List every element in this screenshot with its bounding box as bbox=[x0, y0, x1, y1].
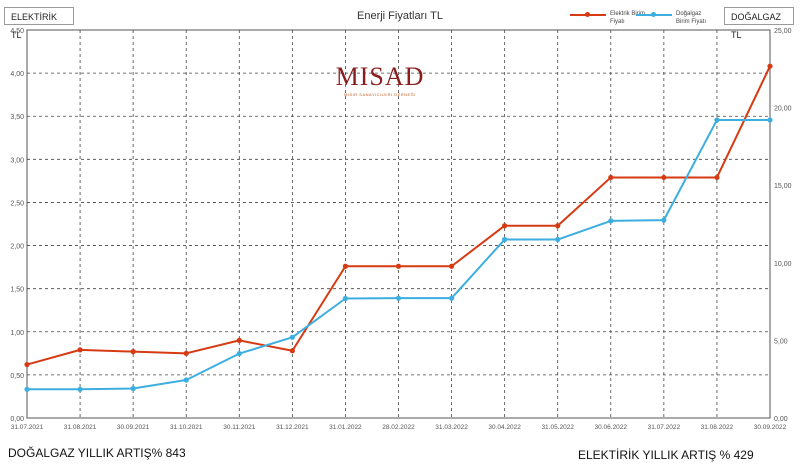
data-point-gas bbox=[767, 117, 773, 123]
legend-label-gas: Doğalgaz Birim Fiyatı bbox=[676, 11, 706, 25]
legend-label-electricity: Elektrik Birim Fiyatı bbox=[610, 11, 646, 25]
electricity-annual-increase-text: ELEKTİRİK YILLIK ARTIŞ % 429 bbox=[578, 448, 754, 462]
left-axis-tick-label: 4,00 bbox=[10, 71, 24, 78]
data-point-electricity bbox=[661, 174, 667, 181]
left-axis-tick-label: 0,50 bbox=[10, 373, 24, 380]
x-axis-tick-label: 30.04.2022 bbox=[488, 424, 521, 431]
right-axis-tick-label: 20,00 bbox=[774, 106, 792, 113]
x-axis-tick-label: 31.03.2022 bbox=[435, 424, 468, 431]
data-point-electricity bbox=[714, 174, 720, 181]
legend-marker-electricity bbox=[585, 12, 590, 17]
left-axis-tick-label: 1,00 bbox=[10, 330, 24, 337]
x-axis-tick-label: 31.07.2021 bbox=[11, 424, 44, 431]
data-point-gas bbox=[183, 377, 189, 383]
logo-wordmark: MISAD bbox=[335, 62, 425, 91]
x-axis-tick-label: 28.02.2022 bbox=[382, 424, 415, 431]
data-point-electricity bbox=[342, 263, 349, 269]
legend-marker-gas bbox=[651, 12, 656, 17]
right-axis-tick-label: 10,00 bbox=[774, 261, 792, 268]
data-point-electricity bbox=[183, 350, 189, 356]
x-axis-tick-label: 30.09.2022 bbox=[754, 424, 787, 431]
right-axis-tick-label: 15,00 bbox=[774, 183, 792, 190]
left-axis-tick-label: 2,00 bbox=[10, 244, 24, 251]
chart-title: Enerji Fiyatları TL bbox=[357, 10, 443, 22]
data-point-electricity bbox=[236, 337, 242, 343]
right-axis-tick-label: 25,00 bbox=[774, 28, 792, 35]
left-axis-title-box: ELEKTİRİK TL bbox=[4, 7, 74, 40]
data-point-gas bbox=[24, 386, 30, 392]
data-point-gas bbox=[77, 386, 83, 392]
data-point-gas bbox=[130, 385, 136, 392]
data-point-gas bbox=[661, 217, 667, 223]
x-axis-tick-label: 31.10.2021 bbox=[170, 424, 203, 431]
x-axis-tick-label: 31.12.2021 bbox=[276, 424, 309, 431]
left-axis-tick-label: 3,50 bbox=[10, 114, 24, 121]
right-axis-title-box: DOĞALGAZ TL bbox=[724, 7, 794, 40]
legend-item-gas: Doğalgaz Birim Fiyatı bbox=[636, 10, 716, 40]
data-point-electricity bbox=[608, 174, 614, 181]
data-point-gas bbox=[289, 334, 295, 340]
data-point-gas bbox=[236, 350, 242, 357]
x-axis-tick-label: 30.11.2021 bbox=[223, 424, 255, 431]
series-layer bbox=[24, 63, 773, 392]
data-point-gas bbox=[608, 218, 614, 224]
logo-subtitle: MISIR SANAYICILERI DERNEĞI bbox=[344, 92, 416, 97]
left-axis-tick-label: 0,00 bbox=[10, 416, 24, 423]
right-axis-tick-label: 0,00 bbox=[774, 416, 788, 423]
x-axis-tick-label: 31.08.2022 bbox=[701, 424, 734, 431]
data-point-electricity bbox=[767, 63, 773, 69]
data-point-electricity bbox=[502, 223, 508, 229]
right-axis-tick-label: 5,00 bbox=[774, 338, 788, 345]
data-point-electricity bbox=[448, 263, 455, 269]
data-point-electricity bbox=[289, 348, 295, 354]
legend-item-electricity: Elektrik Birim Fiyatı bbox=[570, 10, 650, 40]
axis-layer: 0,00 0,50 1,00 1,50 2,00 2,50 3,00 3,50 4,00 4,50… bbox=[10, 28, 791, 431]
data-point-electricity bbox=[77, 347, 83, 353]
data-point-electricity bbox=[555, 223, 561, 229]
x-axis-tick-label: 31.07.2022 bbox=[648, 424, 681, 431]
x-axis-tick-label: 30.06.2022 bbox=[595, 424, 628, 431]
x-axis-tick-label: 31.01.2022 bbox=[329, 424, 362, 431]
data-point-electricity bbox=[24, 361, 30, 368]
left-axis-tick-label: 1,50 bbox=[10, 287, 24, 294]
data-point-electricity bbox=[130, 349, 136, 355]
left-axis-tick-label: 2,50 bbox=[10, 200, 24, 207]
left-axis-tick-label: 3,00 bbox=[10, 157, 24, 164]
x-axis-tick-label: 30.09.2021 bbox=[117, 424, 150, 431]
gas-annual-increase-text: DOĞALGAZ YILLIK ARTIŞ% 843 bbox=[8, 446, 186, 460]
misad-logo: MISAD MISIR SANAYICILERI DERNEĞI bbox=[330, 64, 430, 100]
x-axis-tick-label: 31.05.2022 bbox=[541, 424, 574, 431]
data-point-gas bbox=[714, 117, 720, 123]
data-point-gas bbox=[555, 236, 561, 243]
data-point-gas bbox=[448, 295, 455, 301]
data-point-gas bbox=[342, 295, 349, 302]
left-axis-tick-label: 4,50 bbox=[10, 28, 24, 35]
data-point-gas bbox=[502, 236, 508, 243]
x-axis-tick-label: 31.08.2021 bbox=[64, 424, 97, 431]
grid-layer bbox=[26, 29, 771, 419]
data-point-gas bbox=[395, 295, 402, 301]
data-point-electricity bbox=[395, 263, 402, 269]
